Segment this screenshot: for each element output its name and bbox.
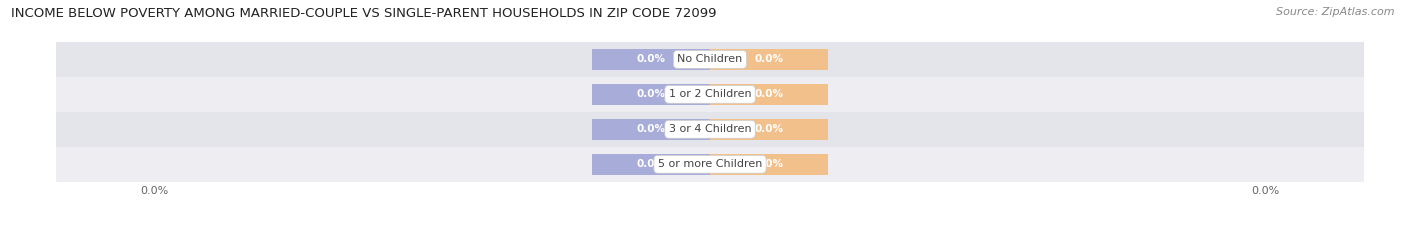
Text: 0.0%: 0.0% xyxy=(637,124,665,134)
Bar xyxy=(710,84,828,105)
Text: 0.0%: 0.0% xyxy=(755,124,783,134)
Text: 0.0%: 0.0% xyxy=(637,55,665,64)
Bar xyxy=(592,84,710,105)
Bar xyxy=(0,112,1406,147)
Bar xyxy=(710,49,828,70)
Text: INCOME BELOW POVERTY AMONG MARRIED-COUPLE VS SINGLE-PARENT HOUSEHOLDS IN ZIP COD: INCOME BELOW POVERTY AMONG MARRIED-COUPL… xyxy=(11,7,717,20)
Text: 0.0%: 0.0% xyxy=(755,159,783,169)
Text: 5 or more Children: 5 or more Children xyxy=(658,159,762,169)
Bar xyxy=(710,119,828,140)
Text: 0.0%: 0.0% xyxy=(637,159,665,169)
Bar xyxy=(710,154,828,175)
Bar xyxy=(0,42,1406,77)
Text: 0.0%: 0.0% xyxy=(755,55,783,64)
Text: 3 or 4 Children: 3 or 4 Children xyxy=(669,124,751,134)
Text: 1 or 2 Children: 1 or 2 Children xyxy=(669,89,751,99)
Text: Source: ZipAtlas.com: Source: ZipAtlas.com xyxy=(1277,7,1395,17)
Bar xyxy=(592,154,710,175)
Bar xyxy=(592,49,710,70)
Text: 0.0%: 0.0% xyxy=(755,89,783,99)
Bar xyxy=(592,119,710,140)
Bar xyxy=(0,147,1406,182)
Bar xyxy=(0,77,1406,112)
Text: No Children: No Children xyxy=(678,55,742,64)
Text: 0.0%: 0.0% xyxy=(637,89,665,99)
